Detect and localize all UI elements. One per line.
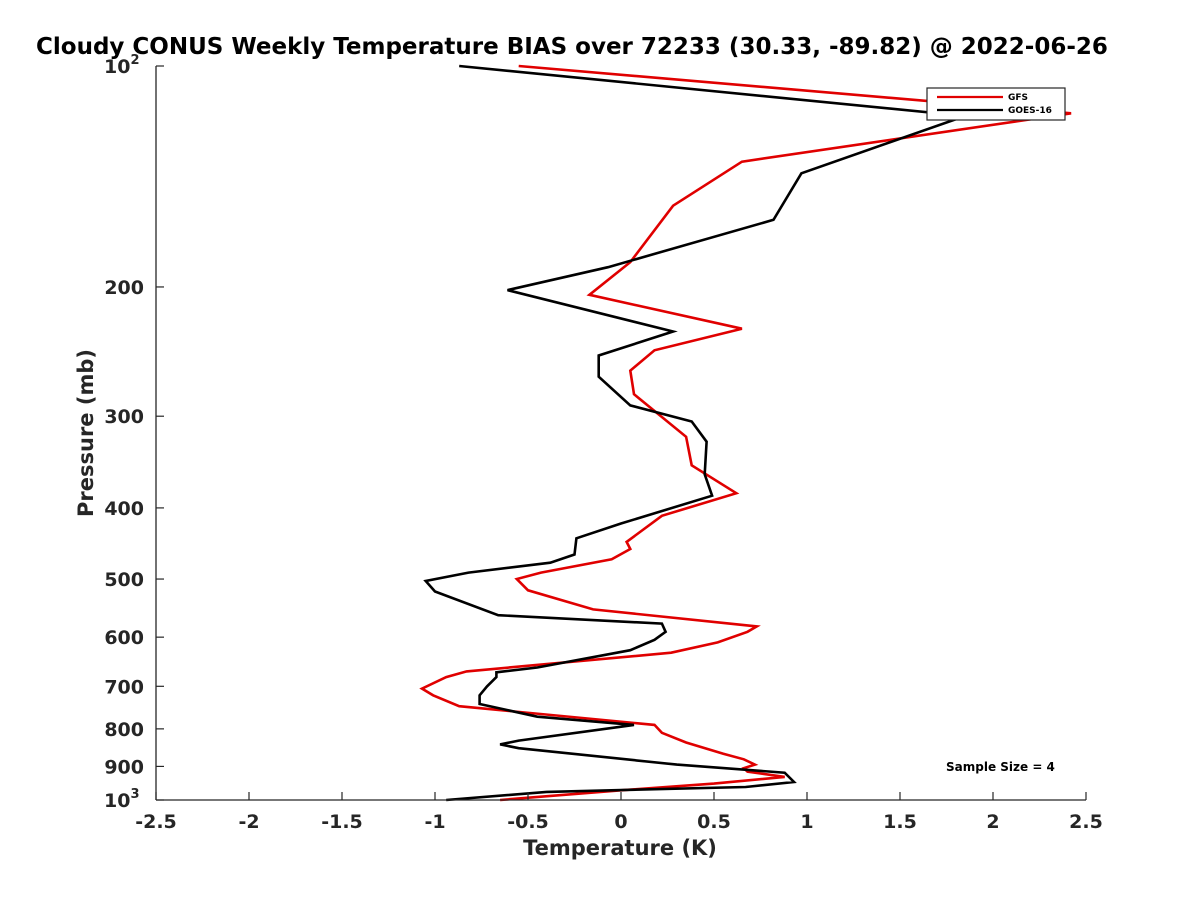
y-tick-label: 200 [104,277,144,299]
y-tick-label-top: 102 [104,53,140,78]
x-tick-label: -2.5 [135,811,177,833]
x-tick-label: 2.5 [1069,811,1103,833]
x-tick-label: 1 [800,811,813,833]
x-axis-ticks: -2.5 -2 -1.5 -1 -0.5 0 0.5 1 1.5 2 2.5 [135,792,1103,833]
y-tick-label: 800 [104,719,144,741]
x-tick-label: -1 [424,811,445,833]
x-tick-label: 0 [614,811,627,833]
x-tick-label: -0.5 [507,811,549,833]
y-tick-label: 500 [104,569,144,591]
legend-box [926,87,1066,121]
plot-area [419,64,1072,802]
x-axis-label: Temperature (K) [523,836,717,860]
y-tick-label: 600 [104,627,144,649]
y-tick-label: 700 [104,676,144,698]
y-axis-label: Pressure (mb) [74,349,98,517]
legend: GFS GOES-16 [926,87,1066,121]
y-tick-label: 300 [104,406,144,428]
x-tick-label: -2 [238,811,259,833]
x-tick-label: -1.5 [321,811,363,833]
y-tick-label: 900 [104,756,144,778]
y-tick-label: 400 [104,498,144,520]
x-tick-label: 1.5 [883,811,917,833]
series-line-goes-16 [423,64,966,802]
legend-label-gfs: GFS [1008,93,1028,103]
y-tick-label-bottom: 103 [104,787,140,812]
x-tick-label: 0.5 [697,811,731,833]
sample-size-annotation: Sample Size = 4 [946,760,1055,774]
y-axis-ticks: 200 300 400 500 600 700 800 900 [104,65,164,801]
series-line-gfs [419,64,1072,802]
chart-title: Cloudy CONUS Weekly Temperature BIAS ove… [36,34,1108,60]
legend-label-goes16: GOES-16 [1008,106,1052,116]
x-tick-label: 2 [986,811,999,833]
